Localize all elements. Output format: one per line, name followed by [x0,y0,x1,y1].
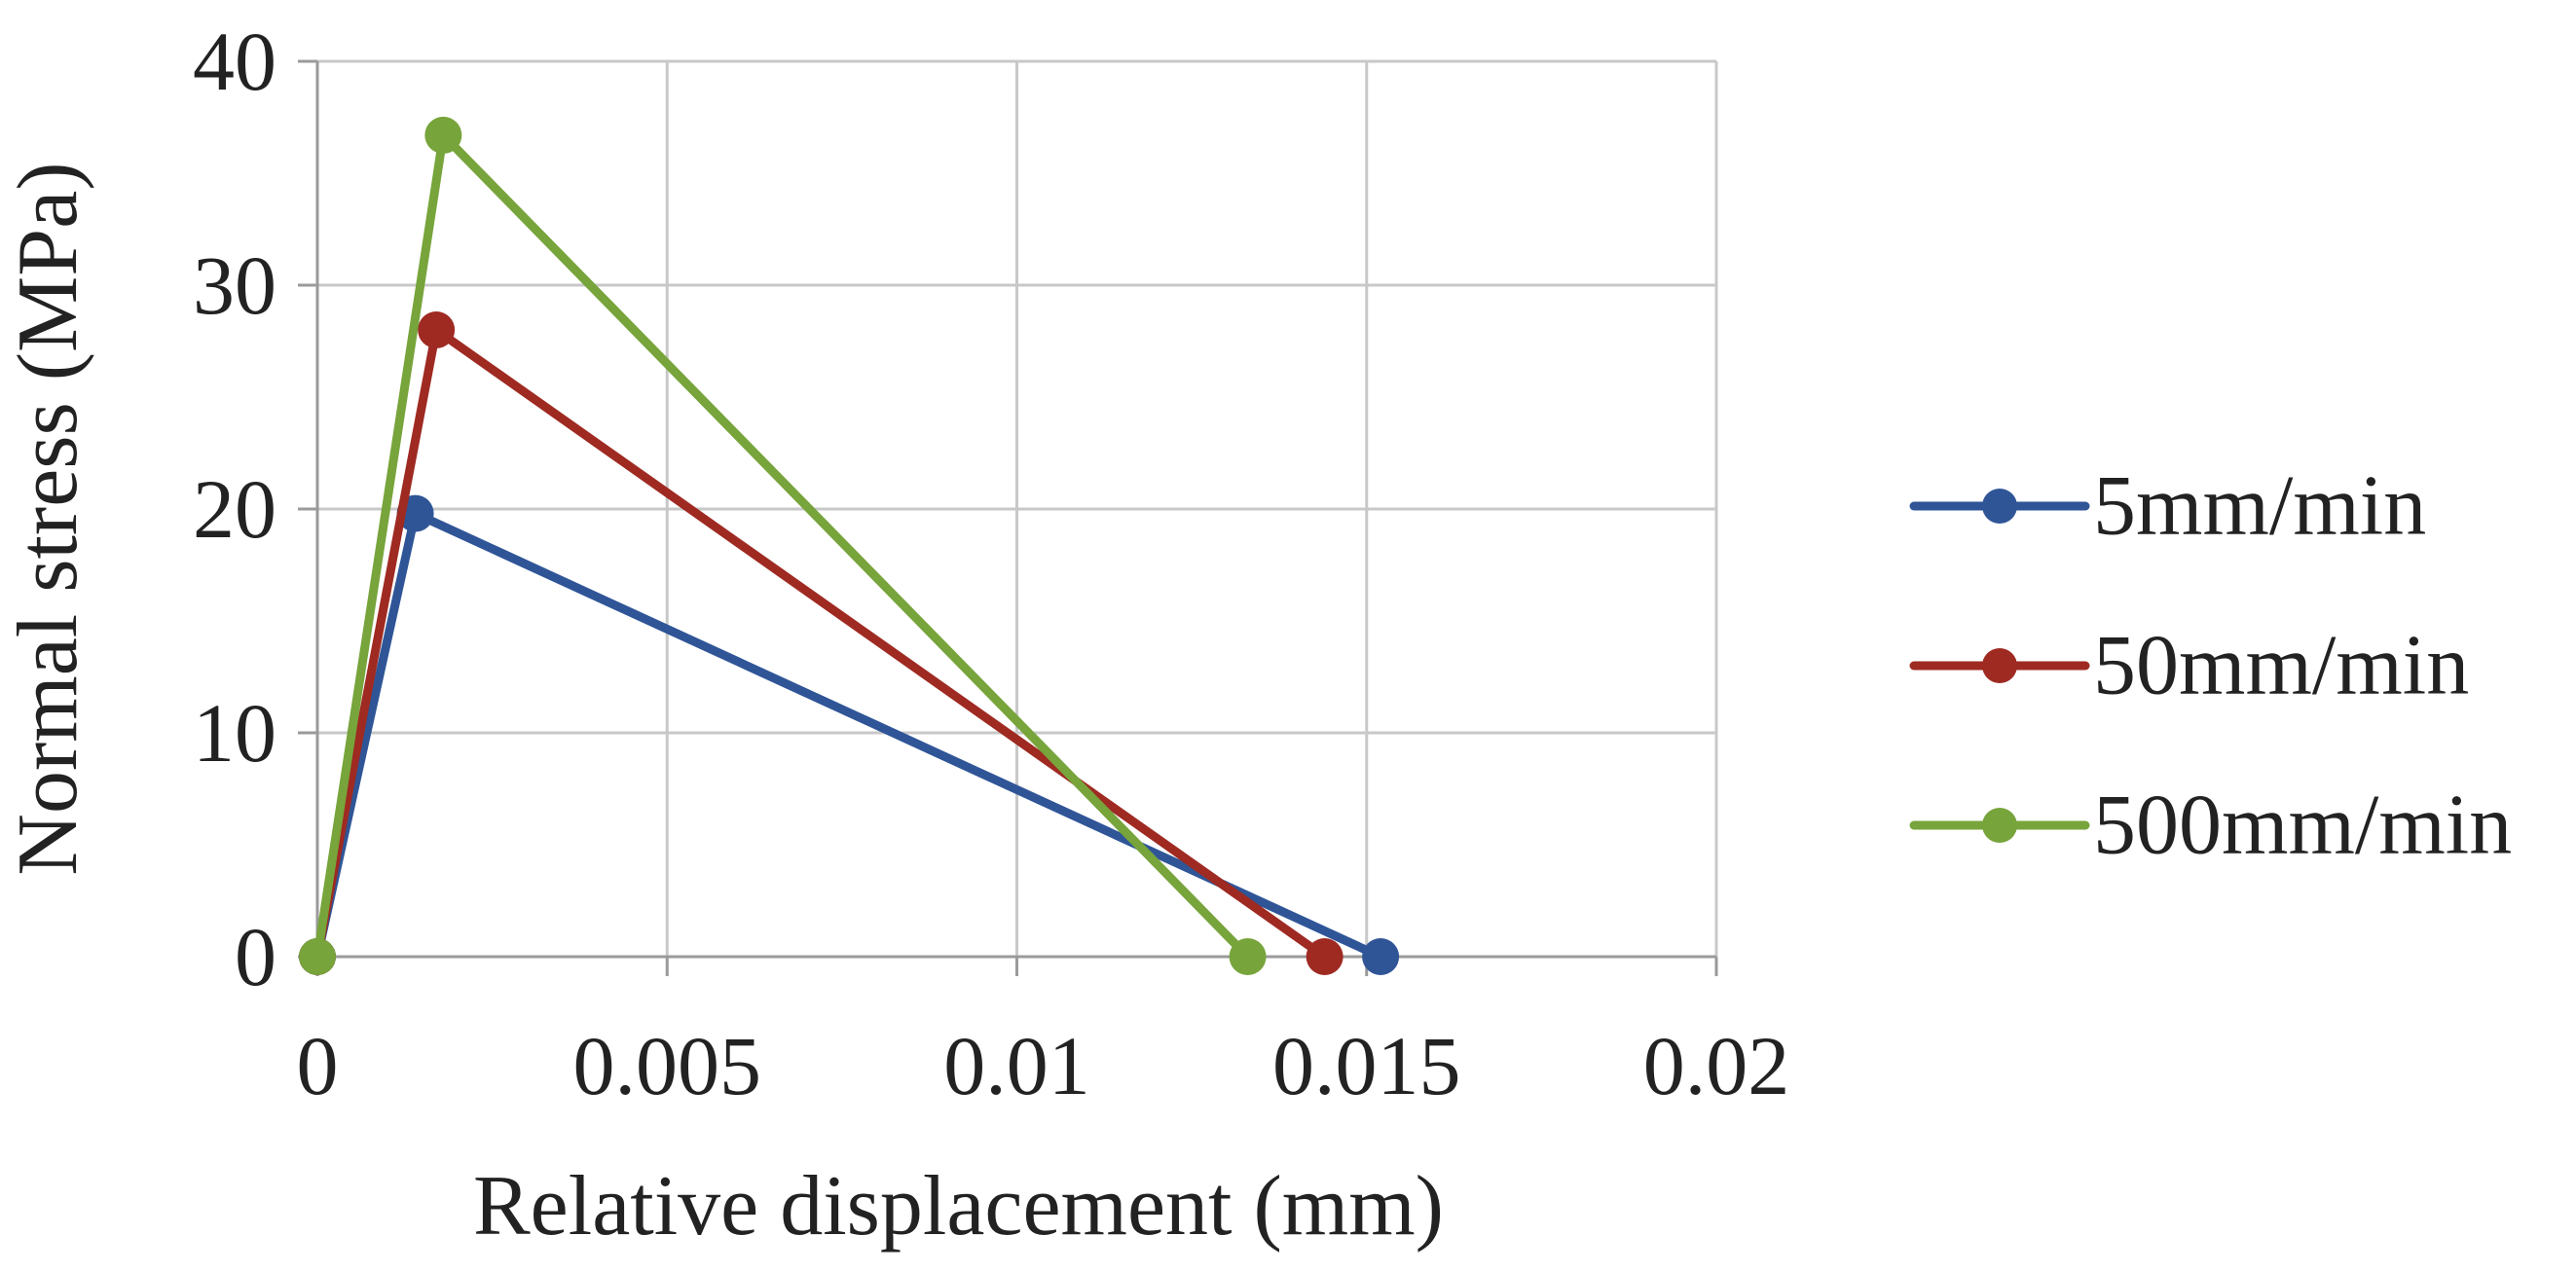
y-tick-label: 40 [193,15,276,108]
y-tick-label: 20 [193,462,276,556]
x-tick-label: 0.02 [1643,1019,1790,1112]
grid-lines [317,59,1718,957]
x-tick-label: 0.01 [943,1019,1090,1112]
y-tick-label: 30 [193,238,276,332]
y-axis-title: Normal stress (MPa) [1,162,95,875]
legend-marker [1982,648,2017,683]
legend-label: 500mm/min [2093,779,2512,873]
legend-marker [1982,808,2017,843]
axes [298,59,1718,976]
y-tick-label: 0 [235,910,276,1003]
data-point [299,938,336,975]
legend-item: 50mm/min [1909,619,2469,713]
data-point [424,116,462,154]
data-point [418,311,456,348]
series-line-1 [313,509,1385,962]
legend-item: 5mm/min [1909,459,2426,554]
legend-marker [1982,489,2017,524]
x-tick-label: 0.015 [1272,1019,1461,1112]
data-point [1362,938,1400,975]
data-series [299,116,1400,975]
legend: 5mm/min 50mm/min 500mm/min [1909,459,2512,873]
x-tick-label: 0.005 [573,1019,762,1112]
y-tick-label: 10 [193,686,276,780]
x-axis-title: Relative displacement (mm) [473,1159,1444,1254]
legend-label: 5mm/min [2093,459,2426,554]
tick-labels: 0 10 20 30 40 0 0.005 0.01 0.015 0.02 [193,15,1789,1112]
data-point [1306,938,1343,975]
x-tick-label: 0 [297,1019,339,1112]
legend-label: 50mm/min [2093,619,2469,713]
legend-item: 500mm/min [1909,779,2512,873]
data-point [1229,938,1267,975]
